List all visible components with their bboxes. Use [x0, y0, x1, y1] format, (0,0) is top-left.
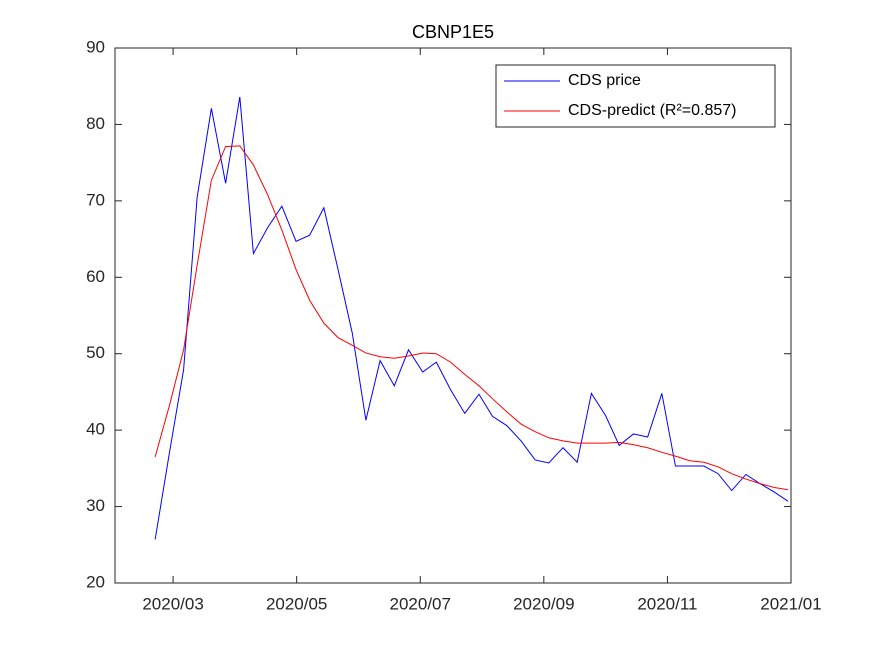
y-tick-label: 40: [86, 420, 105, 439]
y-tick-label: 30: [86, 496, 105, 515]
legend: CDS price CDS-predict (R²=0.857): [495, 64, 776, 128]
y-tick-label: 60: [86, 267, 105, 286]
y-tick-label: 70: [86, 190, 105, 209]
y-tick-label: 90: [86, 37, 105, 56]
data-line: [154, 145, 788, 491]
x-tick-label: 2021/01: [760, 594, 821, 613]
legend-label: CDS price: [568, 72, 641, 89]
x-tick-label: 2020/07: [390, 594, 451, 613]
legend-label: CDS-predict (R²=0.857): [568, 102, 737, 119]
y-tick-label: 80: [86, 114, 105, 133]
chart-title: CBNP1E5: [412, 22, 494, 42]
x-tick-label: 2020/05: [266, 594, 327, 613]
x-tick-label: 2020/11: [637, 594, 697, 613]
x-tick-label: 2020/03: [142, 594, 203, 613]
y-tick-label: 20: [86, 572, 105, 591]
x-tick-label: 2020/09: [513, 594, 574, 613]
legend-box: [495, 64, 776, 128]
plot-area: [114, 47, 792, 584]
data-line: [154, 96, 789, 540]
y-tick-label: 50: [86, 343, 105, 362]
